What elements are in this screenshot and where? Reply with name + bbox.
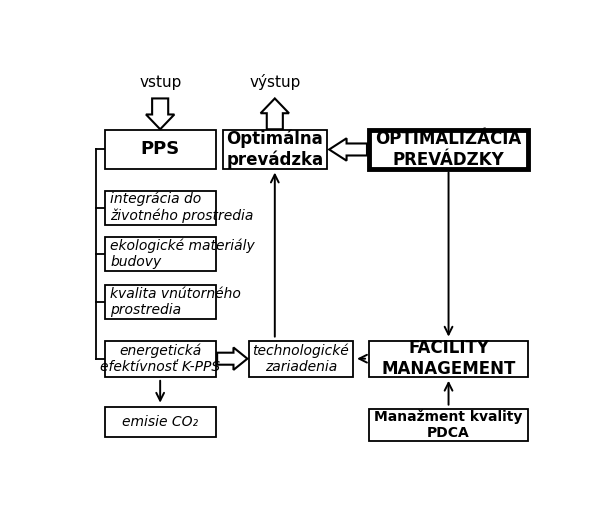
Text: technologické
zariadenia: technologické zariadenia: [253, 343, 349, 374]
FancyBboxPatch shape: [370, 131, 528, 168]
Text: emisie CO₂: emisie CO₂: [122, 415, 198, 429]
Text: Optimálna
prevádzka: Optimálna prevádzka: [226, 129, 323, 170]
FancyBboxPatch shape: [370, 341, 528, 376]
Polygon shape: [260, 98, 289, 129]
FancyBboxPatch shape: [223, 131, 327, 168]
FancyBboxPatch shape: [105, 407, 216, 437]
Polygon shape: [146, 98, 174, 129]
Text: Manažment kvality
PDCA: Manažment kvality PDCA: [375, 409, 523, 440]
FancyBboxPatch shape: [249, 341, 353, 376]
Text: energetická
efektívnosť K-PPS: energetická efektívnosť K-PPS: [100, 343, 220, 374]
FancyBboxPatch shape: [105, 237, 216, 270]
Text: OPTIMALIZÁCIA
PREVÁDZKY: OPTIMALIZÁCIA PREVÁDZKY: [375, 130, 522, 169]
Text: ekologické materiály
budovy: ekologické materiály budovy: [110, 238, 255, 269]
Text: integrácia do
životného prostredia: integrácia do životného prostredia: [110, 192, 254, 223]
Text: kvalita vnútorného
prostredia: kvalita vnútorného prostredia: [110, 287, 241, 317]
Polygon shape: [329, 138, 367, 161]
Text: PPS: PPS: [140, 140, 180, 159]
Text: vstup: vstup: [139, 75, 182, 90]
Text: FACILITY
MANAGEMENT: FACILITY MANAGEMENT: [381, 339, 515, 378]
FancyBboxPatch shape: [105, 190, 216, 225]
FancyBboxPatch shape: [370, 409, 528, 441]
Text: výstup: výstup: [249, 74, 301, 90]
FancyBboxPatch shape: [105, 131, 216, 168]
FancyBboxPatch shape: [105, 284, 216, 319]
FancyBboxPatch shape: [105, 341, 216, 376]
Polygon shape: [217, 347, 248, 370]
